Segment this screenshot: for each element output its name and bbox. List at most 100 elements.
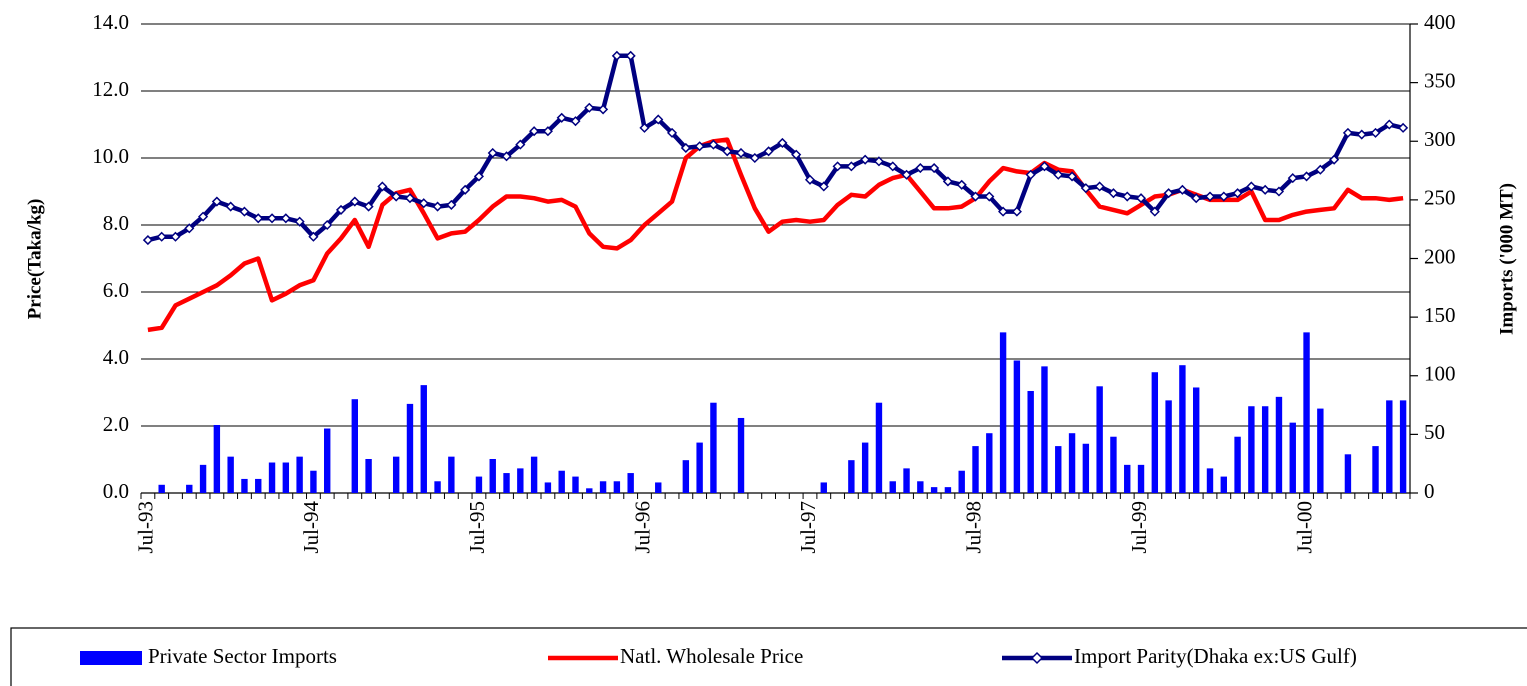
marker [1108,188,1119,199]
bar [530,456,538,493]
x-tick-label: Jul-97 [796,501,820,554]
marker [915,162,926,174]
bar [420,385,427,493]
marker [956,179,967,190]
bar [1096,386,1103,493]
bar [1055,446,1062,493]
y2-tick-label: 50 [1424,420,1445,444]
marker [653,114,664,125]
bar [199,464,207,493]
y2-tick-label: 400 [1424,10,1456,34]
x-tick-label: Jul-94 [299,501,323,554]
marker [1025,169,1036,180]
marker [460,184,471,195]
marker [791,149,802,160]
marker [611,50,622,61]
bar [434,481,441,493]
bar [1275,396,1283,493]
marker [280,213,291,224]
bar [503,473,510,493]
y2-tick-label: 0 [1424,479,1435,503]
x-tick-label: Jul-00 [1292,501,1316,554]
marker [418,198,429,209]
marker [529,126,540,137]
legend-label: Import Parity(Dhaka ex:US Gulf) [1074,644,1357,668]
marker [239,206,250,217]
bar [1137,464,1145,493]
bar [392,456,400,493]
bar [655,482,662,493]
marker [1398,122,1409,133]
bar [324,428,331,493]
bar [627,473,634,493]
marker [1177,184,1188,195]
marker [294,216,305,227]
bar [1082,443,1090,493]
legend-label: Private Sector Imports [148,644,337,668]
bar [213,424,221,493]
marker [225,201,236,212]
marker [694,141,705,152]
bar [1248,406,1255,493]
bar [1399,400,1407,493]
bar [1303,332,1310,493]
bar [917,481,924,493]
legend-label: Natl. Wholesale Price [620,644,803,668]
bar [241,478,248,493]
bar [186,484,193,493]
marker [680,142,691,154]
y2-tick-label: 150 [1424,303,1456,327]
bar [406,403,414,493]
marker [253,213,264,224]
legend-box [10,627,1527,686]
marker [1384,119,1395,130]
bar [889,481,896,493]
marker [1218,191,1229,202]
y2-tick-label: 250 [1424,186,1456,210]
marker [666,127,678,138]
marker [349,196,360,207]
marker [556,112,567,123]
marker [735,147,747,159]
marker [1329,154,1340,165]
bar [696,442,703,493]
marker [266,213,278,224]
bar [1372,446,1379,493]
marker [887,161,898,172]
bar [544,482,552,493]
bar [710,402,717,493]
marker [515,139,526,150]
marker [722,146,733,157]
marker [1287,173,1298,184]
marker [818,181,829,192]
line [147,137,1404,333]
bar [1013,360,1021,493]
marker [542,126,553,137]
bar [1110,436,1117,493]
bar [1220,476,1227,493]
marker [1301,171,1312,182]
marker [308,231,319,242]
y-axis-label: Price(Taka/kg) [24,199,45,320]
bar [255,478,262,493]
marker [1246,181,1257,192]
bar [599,481,607,493]
bar [475,476,483,493]
marker [1080,183,1091,194]
marker [1039,161,1050,172]
marker [404,193,416,204]
bar [1124,464,1131,493]
y-tick-label: 8.0 [103,211,129,235]
marker [625,50,636,61]
marker [391,191,402,202]
marker [211,196,222,207]
marker [832,161,843,172]
legend-marker [1030,651,1044,665]
marker [749,152,760,164]
bar [682,460,690,493]
marker [598,104,609,115]
bar [268,462,276,493]
bar [737,417,745,493]
marker [901,169,912,180]
